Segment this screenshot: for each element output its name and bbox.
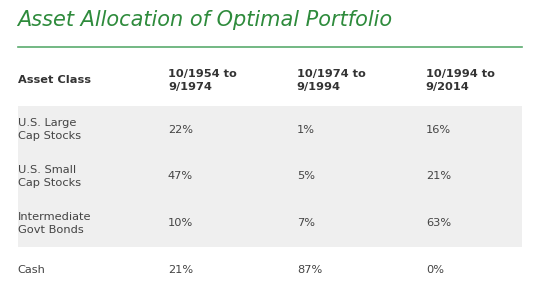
Text: 10/1994 to
9/2014: 10/1994 to 9/2014 <box>426 69 495 91</box>
Text: 10/1974 to
9/1994: 10/1974 to 9/1994 <box>297 69 366 91</box>
Text: 22%: 22% <box>168 125 193 135</box>
FancyBboxPatch shape <box>17 200 523 247</box>
Text: Asset Allocation of Optimal Portfolio: Asset Allocation of Optimal Portfolio <box>17 10 393 30</box>
Text: U.S. Large
Cap Stocks: U.S. Large Cap Stocks <box>17 118 80 141</box>
Text: Cash: Cash <box>17 265 45 275</box>
Text: Asset Class: Asset Class <box>17 75 91 85</box>
Text: 10/1954 to
9/1974: 10/1954 to 9/1974 <box>168 69 237 91</box>
Text: 1%: 1% <box>297 125 315 135</box>
Text: 63%: 63% <box>426 218 451 228</box>
Text: 21%: 21% <box>426 171 451 181</box>
Text: 47%: 47% <box>168 171 193 181</box>
Text: 10%: 10% <box>168 218 193 228</box>
FancyBboxPatch shape <box>17 106 523 153</box>
Text: 16%: 16% <box>426 125 451 135</box>
FancyBboxPatch shape <box>17 153 523 200</box>
Text: Intermediate
Govt Bonds: Intermediate Govt Bonds <box>17 212 91 235</box>
Text: 0%: 0% <box>426 265 444 275</box>
Text: 87%: 87% <box>297 265 322 275</box>
Text: U.S. Small
Cap Stocks: U.S. Small Cap Stocks <box>17 165 80 188</box>
Text: 5%: 5% <box>297 171 315 181</box>
Text: 21%: 21% <box>168 265 193 275</box>
Text: 7%: 7% <box>297 218 315 228</box>
